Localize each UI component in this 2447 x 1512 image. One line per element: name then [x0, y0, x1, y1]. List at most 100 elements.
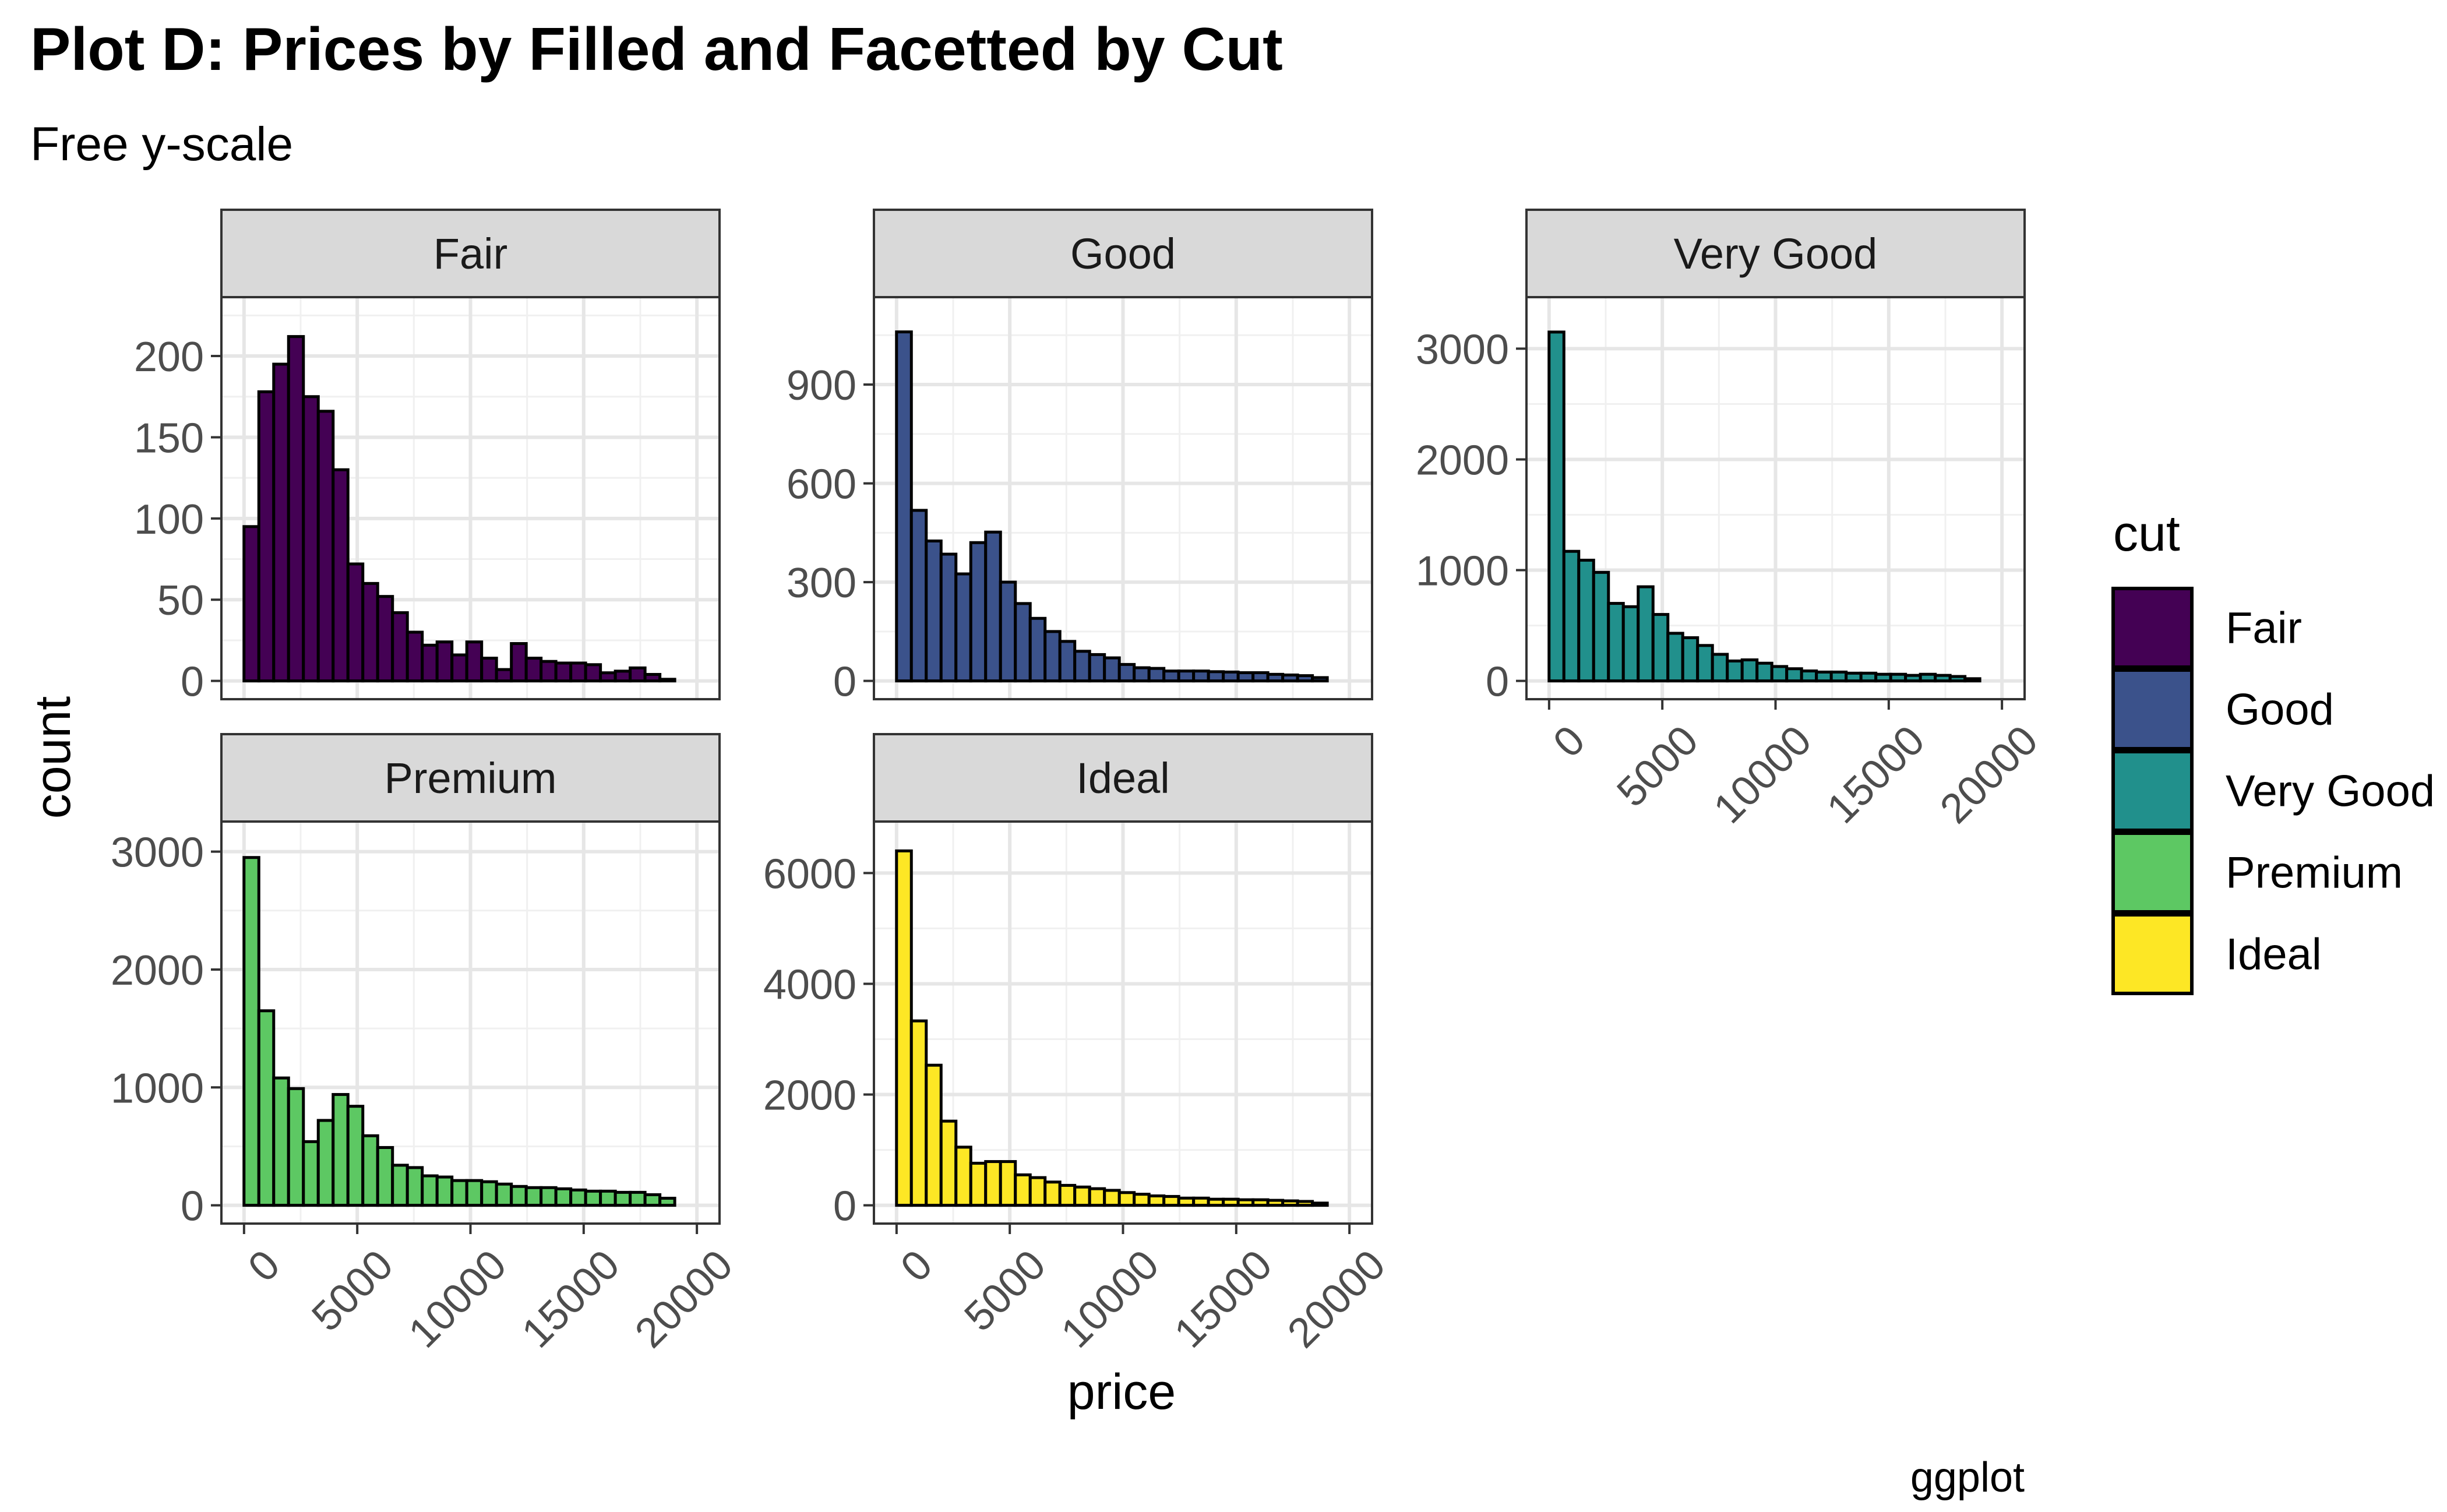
histogram-bar [272, 1076, 290, 1207]
histogram-bar [1666, 632, 1684, 683]
histogram-bar [1845, 671, 1863, 683]
histogram-bar [1103, 656, 1121, 683]
histogram-bar [925, 539, 943, 683]
histogram-bar [1236, 1198, 1255, 1207]
histogram-bar [909, 1019, 928, 1207]
histogram-bar [316, 1119, 335, 1207]
histogram-bar [984, 530, 1002, 683]
histogram-bar [1711, 653, 1729, 683]
histogram-bar [1934, 674, 1952, 683]
chart-subtitle: Free y-scale [30, 118, 293, 171]
legend-label: Fair [2226, 604, 2302, 653]
facet-strip [1525, 209, 2026, 298]
histogram-bar [1133, 1193, 1151, 1207]
histogram-bar [1948, 675, 1967, 683]
y-tick-label: 2000 [763, 1073, 856, 1119]
histogram-bar [1058, 640, 1077, 683]
histogram-bar [1266, 1199, 1285, 1207]
histogram-bar [1014, 1173, 1032, 1207]
histogram-bar [242, 525, 260, 683]
histogram-bar [1755, 661, 1773, 683]
y-tick-label: 300 [787, 560, 856, 607]
histogram-bar [435, 1175, 454, 1207]
histogram-bar [495, 1182, 513, 1207]
histogram-bar [658, 1196, 676, 1207]
histogram-bar [939, 552, 958, 683]
histogram-bar [421, 1174, 439, 1207]
histogram-bar [1222, 670, 1240, 683]
histogram-bar [1577, 558, 1595, 683]
histogram-bar [939, 1119, 958, 1207]
y-tick-label: 200 [134, 334, 204, 380]
legend-label: Very Good [2226, 767, 2435, 816]
histogram-bar [1236, 671, 1255, 683]
histogram-bar [421, 643, 439, 683]
histogram-bar [954, 572, 972, 683]
histogram-bar [1073, 650, 1091, 683]
histogram-bar [1592, 570, 1610, 683]
histogram-bar [1177, 1196, 1196, 1207]
legend-key [2111, 913, 2194, 995]
histogram-bar [909, 509, 928, 683]
histogram-bar [1651, 613, 1670, 683]
histogram-bar [1207, 670, 1225, 683]
histogram-bar [1147, 667, 1166, 683]
histogram-bar [480, 657, 498, 683]
histogram-bar [346, 1105, 365, 1207]
legend-key [2111, 750, 2194, 832]
histogram-bar [999, 580, 1017, 683]
histogram-bar [895, 330, 913, 683]
facet-strip-label: Fair [433, 230, 507, 278]
histogram-bar [1281, 673, 1299, 683]
histogram-bar [332, 468, 350, 683]
histogram-bar [391, 611, 409, 683]
histogram-bar [969, 1161, 988, 1207]
histogram-bar [1963, 677, 1981, 683]
histogram-bar [465, 1179, 484, 1207]
facet-panels: Fair 0 50 100 150 200 Good 0 300 600 900 Very Good 0… [111, 209, 2047, 1357]
histogram-bar [1607, 602, 1625, 683]
histogram-bar [554, 661, 573, 683]
histogram-bar [524, 657, 543, 683]
histogram-bar [1162, 1194, 1180, 1207]
histogram-bar [257, 1009, 276, 1207]
histogram-bar [361, 1134, 379, 1207]
facet-strip-label: Ideal [1076, 754, 1169, 802]
histogram-bar [1162, 669, 1180, 683]
histogram-bar [613, 669, 632, 683]
histogram-bar [287, 335, 305, 683]
y-tick-label: 0 [1486, 659, 1509, 706]
histogram-bar [272, 362, 290, 683]
histogram-bar [1919, 672, 1937, 683]
histogram-bar [999, 1160, 1017, 1207]
histogram-bar [1621, 605, 1640, 683]
histogram-bar [1311, 1201, 1329, 1207]
x-axis-label: price [1067, 1364, 1176, 1420]
histogram-bar [984, 1160, 1002, 1207]
histogram-bar [1058, 1183, 1077, 1207]
y-tick-label: 4000 [763, 961, 856, 1008]
y-tick-label: 2000 [1416, 437, 1509, 484]
histogram-bar [584, 663, 602, 683]
histogram-bar [302, 395, 320, 683]
histogram-bar [1133, 666, 1151, 683]
histogram-bar [1874, 672, 1892, 683]
histogram-bar [302, 1140, 320, 1207]
histogram-bar [1147, 1194, 1166, 1207]
histogram-bar [1859, 671, 1878, 683]
histogram-bar [1266, 672, 1285, 683]
histogram-bar [257, 390, 276, 683]
histogram-bar [1547, 330, 1565, 683]
histogram-bar [465, 640, 484, 683]
histogram-bar [954, 1146, 972, 1207]
histogram-bar [895, 849, 913, 1207]
histogram-bar [1192, 1196, 1210, 1207]
histogram-bar [1028, 616, 1047, 683]
facet-panel-good: Good 0 300 600 900 [787, 209, 1373, 706]
histogram-bar [1281, 1199, 1299, 1207]
y-tick-label: 0 [833, 659, 856, 706]
y-tick-label: 1000 [111, 1065, 204, 1112]
histogram-bar [1785, 667, 1803, 683]
y-tick-label: 900 [787, 362, 856, 409]
